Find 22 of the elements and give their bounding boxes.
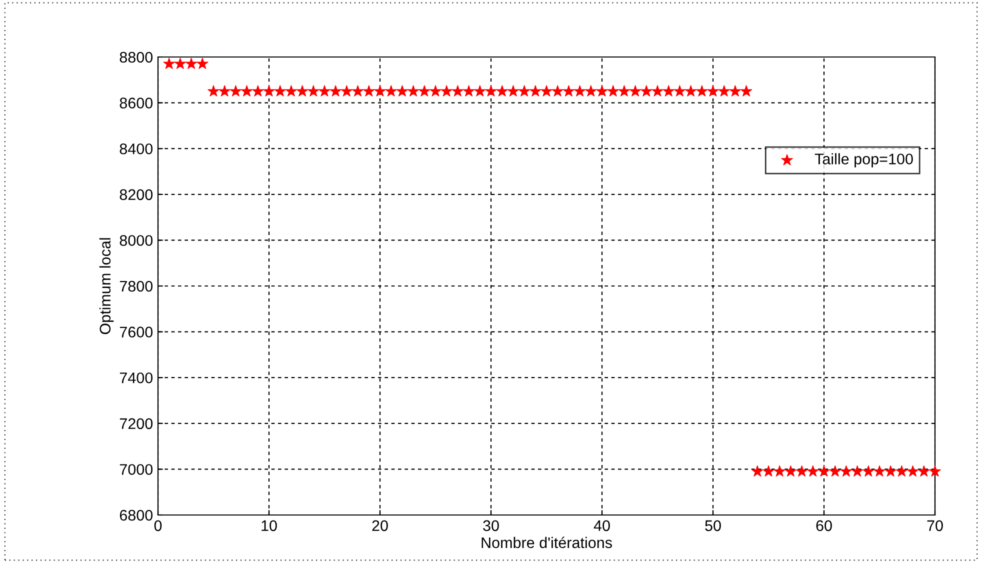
y-tick-label: 7600	[120, 326, 153, 338]
x-tick-label: 30	[483, 520, 499, 532]
y-tick-label: 7000	[120, 464, 153, 475]
y-tick-label: 8800	[120, 52, 153, 63]
y-tick-label: 7400	[120, 372, 153, 384]
x-axis-title: Nombre d'itérations	[482, 536, 612, 548]
y-tick-label: 7200	[120, 418, 153, 430]
x-tick-label: 60	[816, 520, 832, 532]
x-tick-label: 0	[154, 520, 162, 532]
legend-label: Taille pop=100	[814, 153, 913, 168]
y-tick-label: 8600	[120, 98, 153, 108]
x-tick-label: 40	[594, 520, 610, 532]
x-tick-label: 50	[705, 520, 721, 532]
y-tick-label: 7800	[120, 280, 153, 292]
y-tick-label: 8400	[120, 143, 153, 154]
x-tick-label: 70	[927, 520, 943, 532]
y-tick-label: 8000	[120, 235, 153, 246]
x-tick-label: 10	[262, 520, 277, 532]
y-axis-title: Optimum local	[99, 238, 114, 334]
y-tick-label: 6800	[120, 510, 153, 521]
y-tick-label: 8200	[120, 189, 153, 200]
x-tick-label: 20	[372, 520, 388, 532]
